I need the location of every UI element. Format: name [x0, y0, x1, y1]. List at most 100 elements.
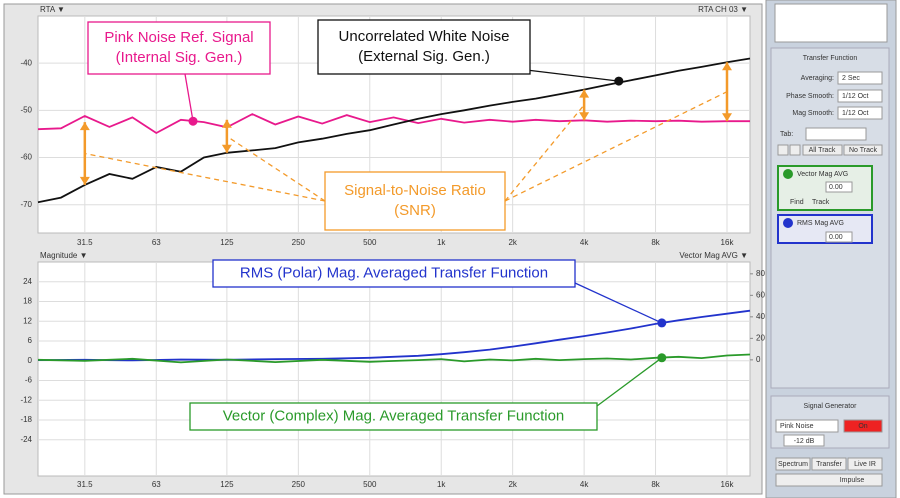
x-tick-label: 2k: [508, 238, 517, 247]
y-tick-label: 6: [28, 336, 33, 345]
annotation-text: Vector (Complex) Mag. Averaged Transfer …: [223, 407, 565, 424]
panel-header: Magnitude ▼: [40, 251, 88, 260]
trace-offset-value: 0.00: [829, 184, 843, 191]
x-tick-label: 8k: [651, 238, 660, 247]
label: Averaging:: [801, 75, 834, 82]
leader-line: [226, 135, 326, 202]
y-tick-label: 18: [23, 297, 32, 306]
trace-offset[interactable]: [825, 231, 853, 243]
leader-line: [184, 73, 194, 122]
button-label: Live IR: [854, 461, 876, 468]
dropdown[interactable]: [775, 419, 839, 433]
x-tick-label: 2k: [508, 480, 517, 489]
arrow-head: [221, 144, 232, 153]
button-label: Track: [812, 199, 830, 206]
leader-line: [504, 104, 585, 202]
annotation-text: RMS (Polar) Mag. Averaged Transfer Funct…: [240, 264, 548, 281]
y2-tick-label: 40: [756, 312, 765, 321]
plot-area: [37, 261, 751, 477]
button-label: Impulse: [840, 477, 865, 484]
x-tick-label: 63: [152, 480, 161, 489]
x-tick-label: 16k: [721, 238, 735, 247]
dropdown[interactable]: [837, 71, 883, 85]
dropdown-value: 2 Sec: [842, 75, 860, 82]
leader-line: [596, 357, 663, 407]
trace-offset-value: 0.00: [829, 234, 843, 241]
y-tick-label: -60: [20, 153, 32, 162]
annotation-point: [657, 318, 667, 328]
x-tick-label: 250: [292, 480, 306, 489]
y-tick-label: 0: [28, 356, 33, 365]
button[interactable]: [777, 144, 789, 156]
trace-name: Vector Mag AVG: [797, 171, 848, 178]
leader-line: [574, 282, 663, 324]
dropdown-value: 1/12 Oct: [842, 110, 869, 117]
leader-line: [84, 152, 326, 202]
level-input[interactable]: [783, 434, 825, 447]
arrow-head: [79, 122, 90, 131]
dropdown[interactable]: [837, 89, 883, 103]
label: Mag Smooth:: [792, 110, 834, 117]
x-tick-label: 1k: [437, 480, 446, 489]
tab-button[interactable]: [811, 457, 847, 471]
annotation-text: (Internal Sig. Gen.): [116, 49, 243, 66]
y-tick-label: 12: [23, 316, 32, 325]
y-tick-label: -70: [20, 200, 32, 209]
y2-tick-label: 80: [756, 269, 765, 278]
annotation-text: (External Sig. Gen.): [358, 48, 490, 65]
panel-header: Vector Mag AVG ▼: [679, 251, 748, 260]
annotation-box: [212, 259, 576, 288]
annotation-box: [87, 21, 271, 75]
button-label: Find: [790, 199, 804, 206]
arrow-head: [579, 112, 590, 121]
trace-offset[interactable]: [825, 181, 853, 193]
x-tick-label: 1k: [437, 238, 446, 247]
x-tick-label: 63: [152, 238, 161, 247]
panel-header: RTA CH 03 ▼: [698, 5, 748, 14]
trace-dot: [783, 218, 793, 228]
tab-input[interactable]: [805, 127, 867, 141]
x-tick-label: 4k: [580, 480, 589, 489]
x-tick-label: 31.5: [77, 238, 93, 247]
x-tick-label: 500: [363, 238, 377, 247]
arrow-head: [221, 119, 232, 128]
y-tick-label: -6: [25, 376, 33, 385]
dropdown[interactable]: [837, 106, 883, 120]
annotation-point: [657, 353, 667, 363]
sidebar-display: [774, 3, 888, 43]
arrow-head: [722, 113, 732, 122]
annotation-point: [614, 76, 624, 86]
button-label: Transfer: [816, 461, 842, 468]
series-line: [37, 113, 750, 135]
y-tick-label: -12: [20, 395, 32, 404]
annotation-text: (SNR): [394, 202, 436, 219]
x-tick-label: 125: [220, 480, 234, 489]
vector-trace[interactable]: [777, 165, 873, 211]
rms-trace[interactable]: [777, 214, 873, 244]
x-tick-label: 8k: [651, 480, 660, 489]
impulse-button[interactable]: [775, 473, 883, 487]
all-track-button[interactable]: [802, 144, 843, 156]
trace-name: RMS Mag AVG: [797, 220, 844, 227]
button[interactable]: [789, 144, 801, 156]
generator-on-button[interactable]: [843, 419, 883, 433]
y-tick-label: -40: [20, 58, 32, 67]
x-tick-label: 500: [363, 480, 377, 489]
no-track-button[interactable]: [843, 144, 883, 156]
annotation-text: Uncorrelated White Noise: [339, 28, 510, 45]
panel-title: Transfer Function: [803, 55, 858, 62]
annotation-box: [189, 402, 598, 431]
tab-button[interactable]: [847, 457, 883, 471]
label: Tab:: [780, 131, 793, 138]
arrow-head: [722, 62, 732, 71]
annotation-box: [317, 19, 531, 75]
button-label: On: [858, 423, 867, 430]
tab-button[interactable]: [775, 457, 811, 471]
x-tick-label: 250: [292, 238, 306, 247]
button-label: Spectrum: [778, 461, 808, 468]
annotation-box: [324, 171, 506, 231]
dropdown-value: 1/12 Oct: [842, 93, 869, 100]
button-label: No Track: [849, 147, 878, 154]
y-tick-label: 24: [23, 277, 32, 286]
arrow-head: [79, 176, 90, 185]
